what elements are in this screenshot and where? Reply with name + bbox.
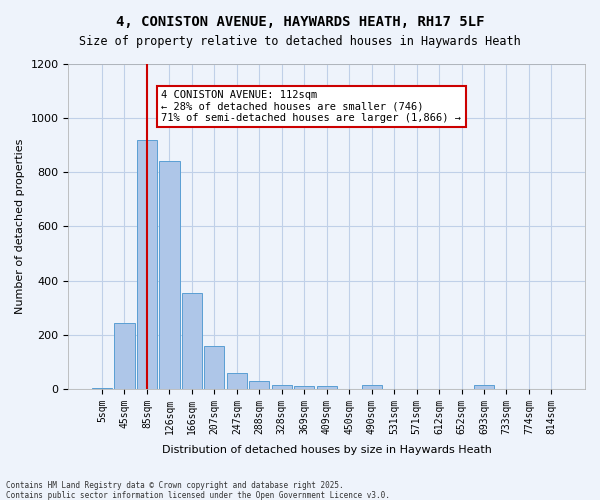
Bar (92, 388, 112, 389)
Text: 4 CONISTON AVENUE: 112sqm
← 28% of detached houses are smaller (746)
71% of semi: 4 CONISTON AVENUE: 112sqm ← 28% of detac… (161, 90, 461, 123)
Bar (249, 381, 269, 389)
Text: Size of property relative to detached houses in Haywards Heath: Size of property relative to detached ho… (79, 35, 521, 48)
Bar (115, 322, 134, 389)
Bar (317, 386, 337, 389)
X-axis label: Distribution of detached houses by size in Haywards Heath: Distribution of detached houses by size … (162, 445, 491, 455)
Y-axis label: Number of detached properties: Number of detached properties (15, 139, 25, 314)
Text: 4, CONISTON AVENUE, HAYWARDS HEATH, RH17 5LF: 4, CONISTON AVENUE, HAYWARDS HEATH, RH17… (116, 15, 484, 29)
Text: Contains HM Land Registry data © Crown copyright and database right 2025.: Contains HM Land Registry data © Crown c… (6, 481, 344, 490)
Bar (272, 385, 292, 389)
Bar (159, 162, 179, 389)
Bar (182, 293, 202, 389)
Bar (474, 385, 494, 389)
Bar (294, 386, 314, 389)
Bar (204, 346, 224, 389)
Bar (227, 372, 247, 389)
Bar (137, 140, 157, 389)
Text: Contains public sector information licensed under the Open Government Licence v3: Contains public sector information licen… (6, 491, 390, 500)
Bar (362, 385, 382, 389)
